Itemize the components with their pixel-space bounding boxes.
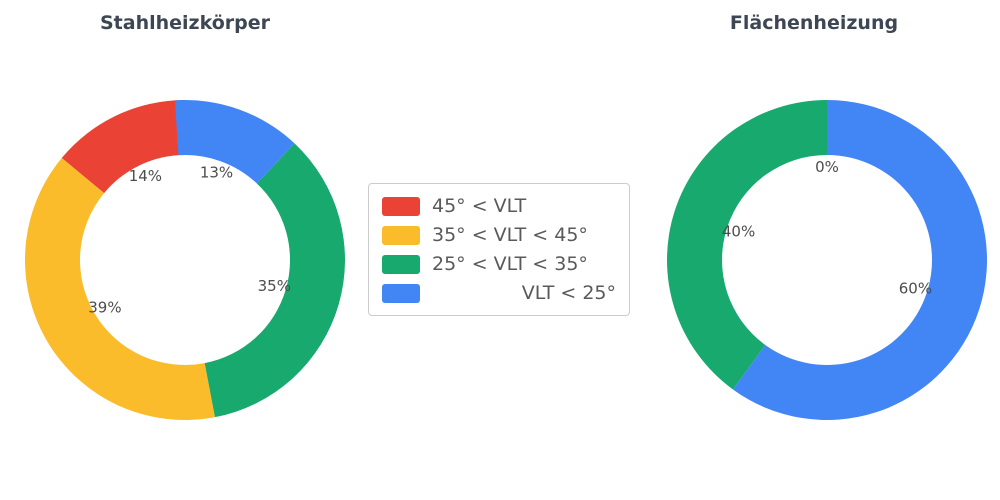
slice-percent-label: 0% xyxy=(815,158,839,176)
legend-swatch xyxy=(382,254,420,274)
donut-slice-2 xyxy=(204,143,345,418)
donut-slice-2 xyxy=(732,100,987,420)
donut-slice-1 xyxy=(667,100,827,390)
slice-percent-label: 35% xyxy=(258,277,291,295)
legend-swatch xyxy=(382,283,420,303)
legend-label: 25° < VLT < 35° xyxy=(432,253,588,275)
legend-item-2: 25° < VLT < 35° xyxy=(382,252,616,276)
donut-slice-3 xyxy=(174,100,295,184)
donut-slice-0 xyxy=(61,100,185,194)
chart-title-right: Flächenheizung xyxy=(729,12,899,34)
donut-chart-right: 0% 40% 60% xyxy=(667,100,987,420)
donut-slice-1 xyxy=(25,158,215,420)
legend-swatch xyxy=(382,196,420,216)
slice-percent-label: 60% xyxy=(899,280,932,298)
chart-title-left: Stahlheizkörper xyxy=(99,12,271,34)
slice-percent-label: 14% xyxy=(129,167,162,185)
slice-percent-label: 13% xyxy=(200,163,233,181)
legend-item-0: 45° < VLT xyxy=(382,194,616,218)
legend-label: 45° < VLT xyxy=(432,195,527,217)
legend-swatch xyxy=(382,225,420,245)
legend-item-1: 35° < VLT < 45° xyxy=(382,223,616,247)
legend: 45° < VLT 35° < VLT < 45° 25° < VLT < 35° V… xyxy=(368,183,630,316)
slice-percent-label: 40% xyxy=(722,222,755,240)
legend-label: 35° < VLT < 45° xyxy=(432,224,588,246)
legend-label: VLT < 25° xyxy=(521,282,616,304)
donut-chart-left: 14% 39% 35% 13% xyxy=(25,100,345,420)
legend-item-3: VLT < 25° xyxy=(382,281,616,305)
slice-percent-label: 39% xyxy=(88,298,121,316)
